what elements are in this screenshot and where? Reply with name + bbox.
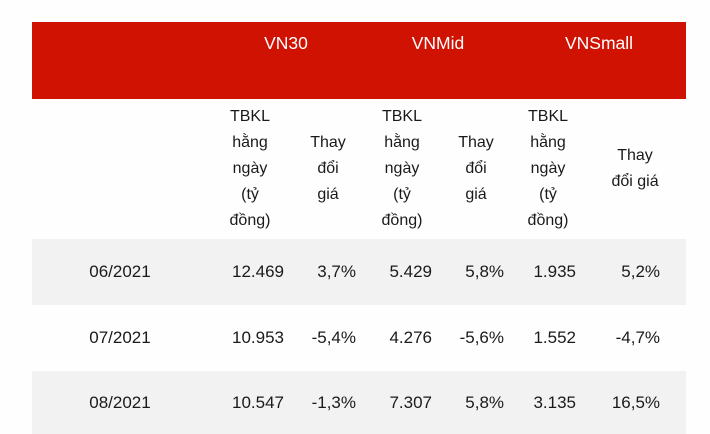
column-header-row: TBKL hằng ngày (tỷ đồng) Thay đổi giá TB… bbox=[32, 99, 686, 239]
vnmid-tbkl-cell: 7.307 bbox=[364, 371, 440, 434]
vnmid-change-cell: 5,8% bbox=[440, 239, 513, 305]
vn30-tbkl-cell: 10.547 bbox=[208, 371, 292, 434]
column-header-vnmid-tbkl: TBKL hằng ngày (tỷ đồng) bbox=[381, 108, 423, 229]
liquidity-table: VN30 VNMid VNSmall TBKL hằng ngày (tỷ đồ… bbox=[32, 22, 687, 434]
vn30-change-cell: -1,3% bbox=[292, 371, 364, 434]
vn30-change-cell: -5,4% bbox=[311, 328, 356, 347]
group-header-empty bbox=[32, 22, 208, 99]
group-header-vn30: VN30 bbox=[208, 22, 364, 99]
vnsmall-change-cell: 16,5% bbox=[584, 371, 687, 434]
group-header-vnmid: VNMid bbox=[364, 22, 513, 99]
index-group-header-row: VN30 VNMid VNSmall bbox=[32, 22, 687, 99]
vnsmall-change-cell: 5,2% bbox=[584, 239, 687, 305]
table-row: 06/2021 12.469 3,7% 5.429 5,8% 1.935 5,2… bbox=[32, 239, 687, 305]
column-header-vnsmall-price-change: Thay đổi giá bbox=[611, 147, 659, 190]
month-cell: 08/2021 bbox=[32, 371, 208, 434]
vnsmall-change-cell: -4,7% bbox=[615, 328, 661, 347]
vnmid-tbkl-cell: 4.276 bbox=[389, 328, 432, 347]
column-header-vn30-tbkl: TBKL hằng ngày (tỷ đồng) bbox=[229, 108, 271, 229]
vnsmall-tbkl-cell: 3.135 bbox=[512, 371, 585, 434]
column-header-empty bbox=[32, 99, 208, 239]
vnmid-change-cell: -5,6% bbox=[459, 328, 505, 347]
vnsmall-tbkl-cell: 1.935 bbox=[512, 239, 585, 305]
vn30-tbkl-cell: 10.953 bbox=[232, 328, 284, 347]
table-row: 08/2021 10.547 -1,3% 7.307 5,8% 3.135 16… bbox=[32, 371, 687, 434]
vn30-change-cell: 3,7% bbox=[292, 239, 364, 305]
column-header-vnsmall-tbkl: TBKL hằng ngày (tỷ đồng) bbox=[527, 108, 569, 229]
table-row: 07/2021 10.953 -5,4% 4.276 -5,6% 1.552 -… bbox=[32, 305, 686, 371]
month-cell: 07/2021 bbox=[89, 328, 151, 347]
vnsmall-tbkl-cell: 1.552 bbox=[533, 328, 577, 347]
column-header-vn30-price-change: Thay đổi giá bbox=[310, 134, 346, 203]
column-header-vnmid-price-change: Thay đổi giá bbox=[458, 134, 494, 203]
vnmid-tbkl-cell: 5.429 bbox=[364, 239, 440, 305]
group-header-vnsmall: VNSmall bbox=[512, 22, 687, 99]
vnmid-change-cell: 5,8% bbox=[440, 371, 513, 434]
month-cell: 06/2021 bbox=[32, 239, 208, 305]
vn30-tbkl-cell: 12.469 bbox=[208, 239, 292, 305]
